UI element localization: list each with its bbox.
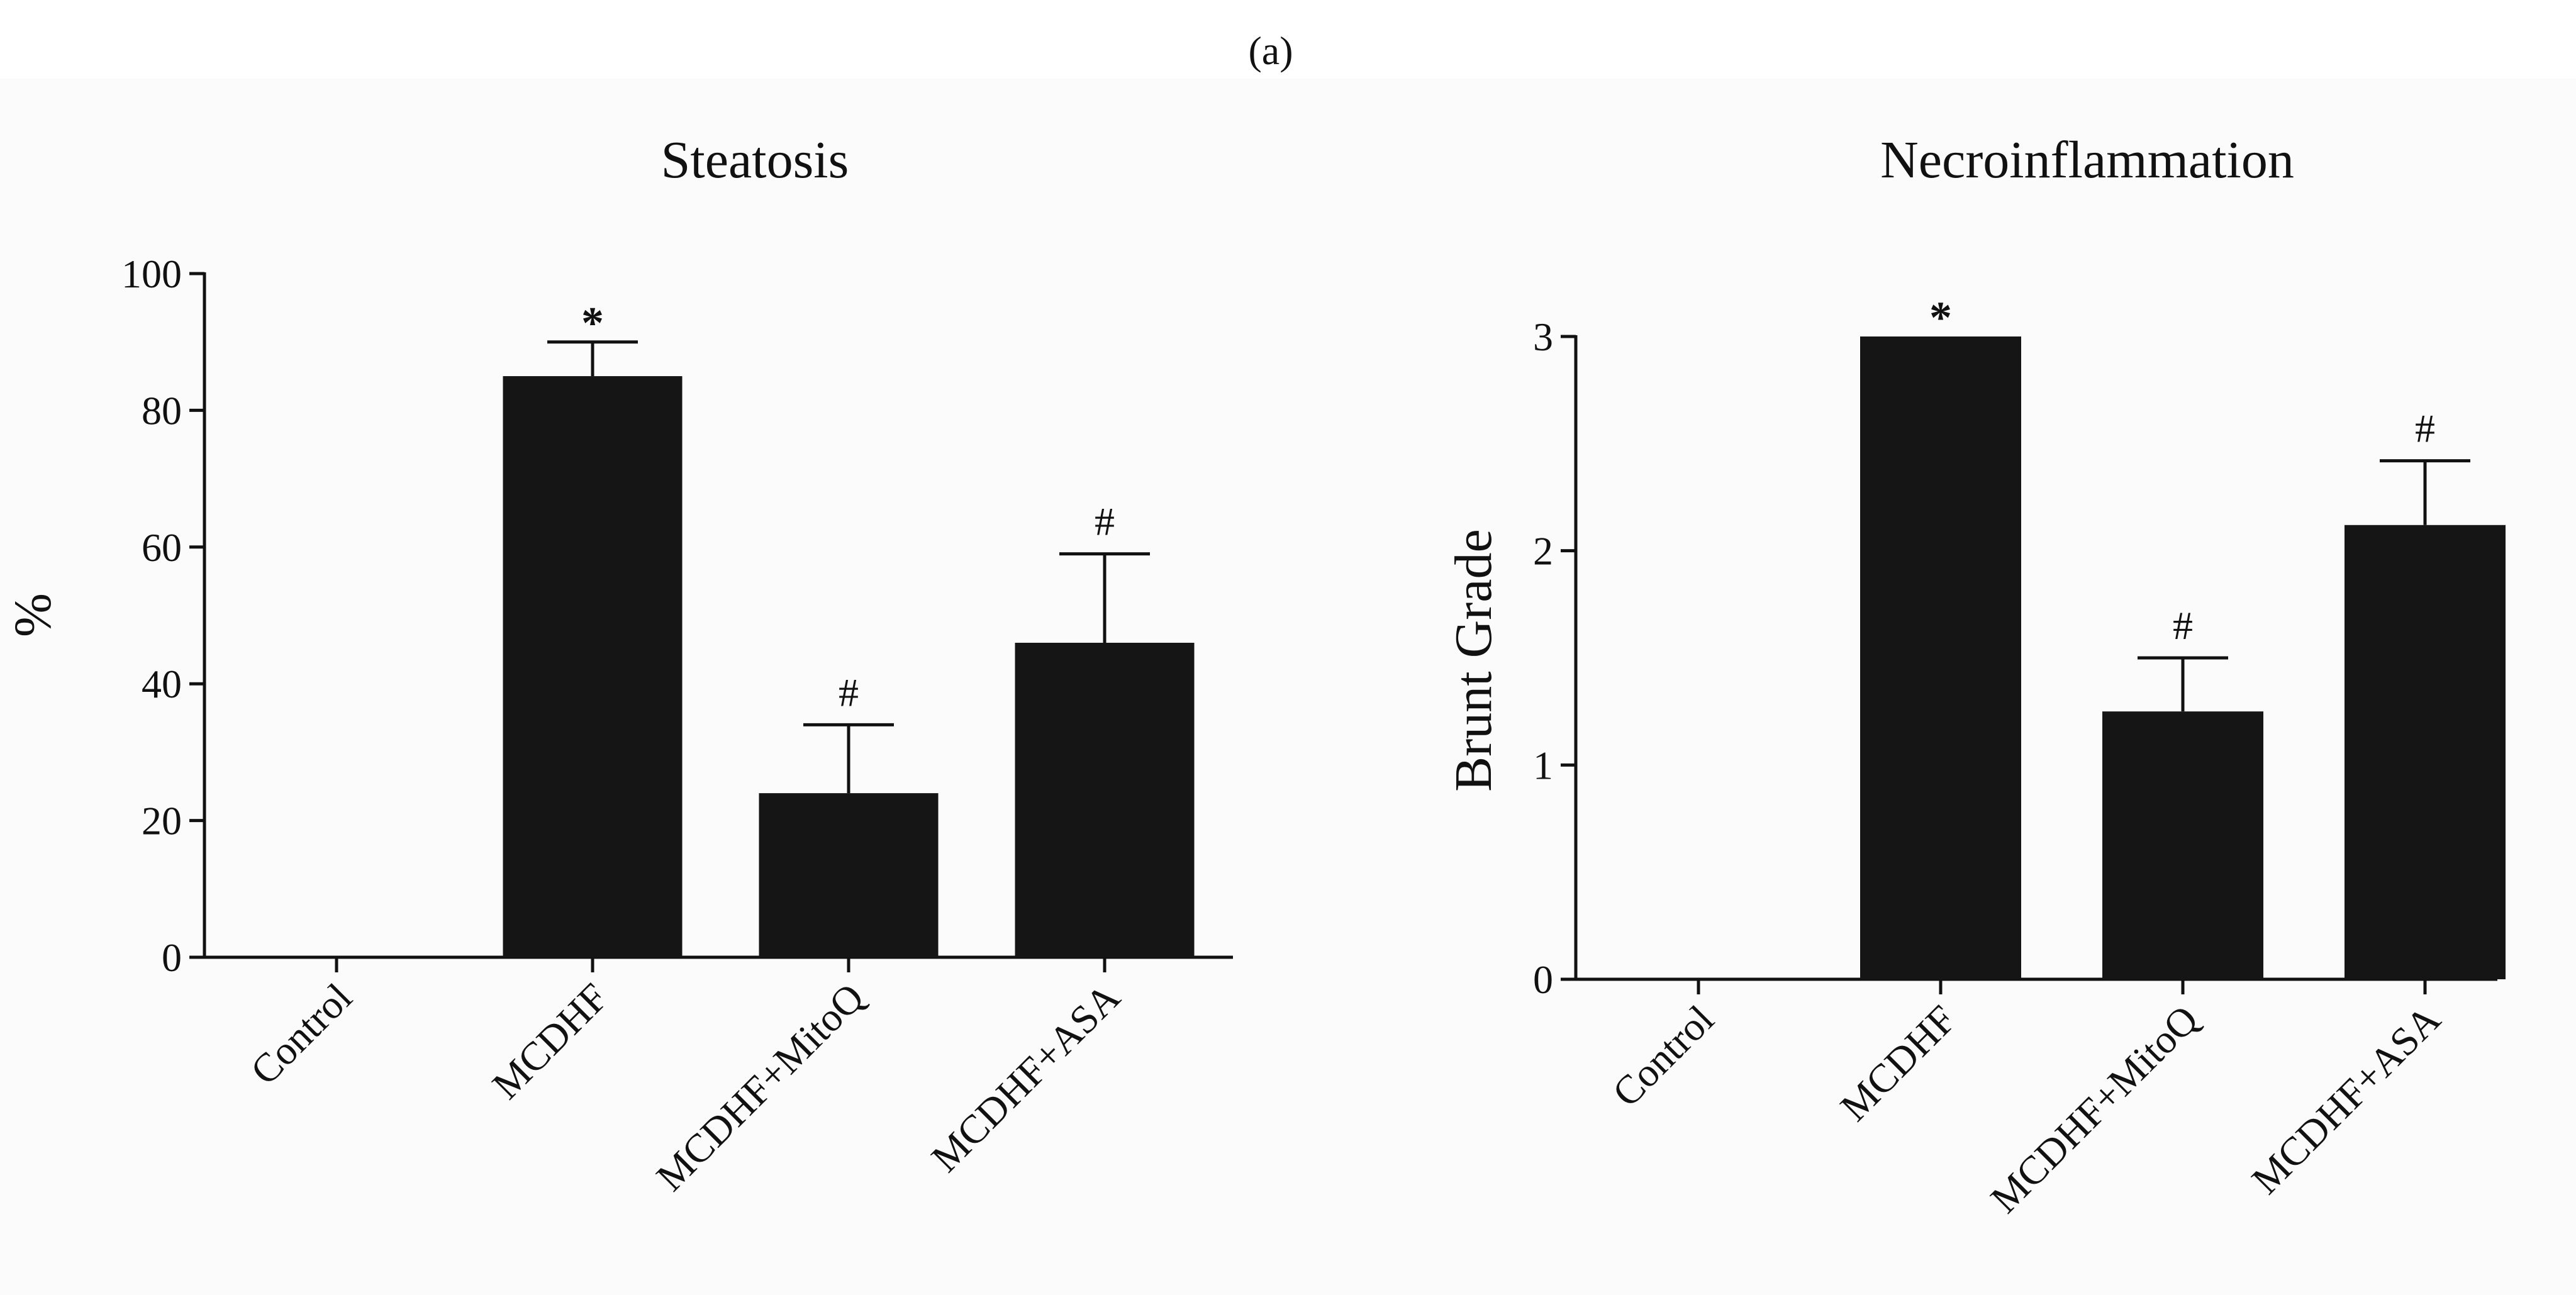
bar — [2345, 525, 2506, 979]
y-tick-label: 0 — [1533, 957, 1553, 1002]
y-axis-label: % — [4, 593, 62, 637]
significance-annotation: # — [839, 670, 859, 714]
y-tick-label: 3 — [1533, 314, 1553, 359]
y-tick-label: 20 — [142, 799, 182, 843]
bar — [1015, 642, 1195, 957]
bar — [759, 793, 939, 957]
significance-annotation: # — [1095, 499, 1115, 544]
significance-annotation: # — [2173, 603, 2193, 648]
y-tick-label: 80 — [142, 388, 182, 433]
significance-annotation: # — [2415, 406, 2435, 451]
chart-title: Steatosis — [661, 131, 849, 189]
y-tick-label: 100 — [121, 252, 182, 296]
y-tick-label: 60 — [142, 525, 182, 570]
bar — [503, 376, 683, 957]
y-tick-label: 2 — [1533, 529, 1553, 574]
y-axis-label: Brunt Grade — [1444, 529, 1503, 792]
figure-label: (a) — [1248, 28, 1293, 73]
significance-annotation: * — [1929, 292, 1952, 343]
bar — [2102, 711, 2263, 979]
y-tick-label: 1 — [1533, 743, 1553, 787]
y-tick-label: 0 — [162, 935, 182, 980]
steatosis-chart: Steatosis%020406080100Control*MCDHF#MCDH… — [4, 131, 1233, 1199]
significance-annotation: * — [581, 298, 604, 348]
y-tick-label: 40 — [142, 662, 182, 706]
bar — [1860, 336, 2021, 979]
chart-title: Necroinflammation — [1880, 131, 2294, 189]
